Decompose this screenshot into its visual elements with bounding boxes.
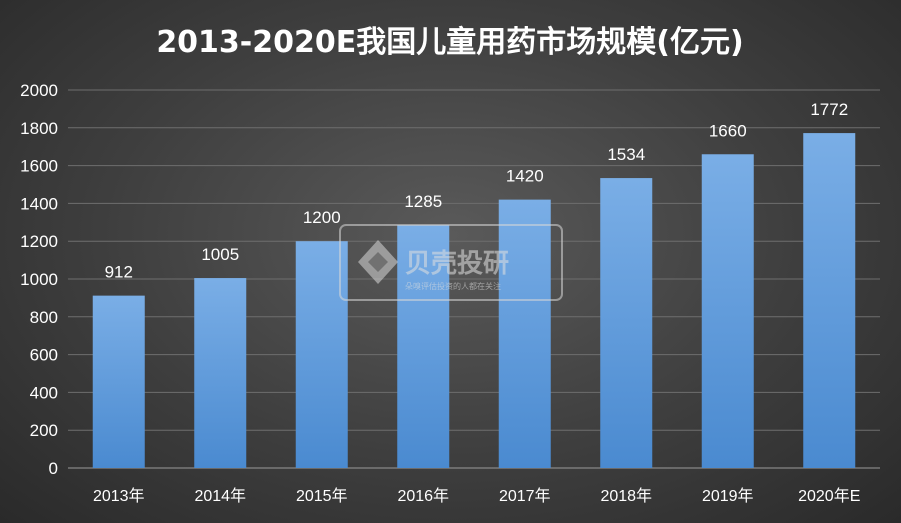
- y-tick-label: 400: [30, 383, 58, 402]
- bar: [194, 278, 247, 468]
- x-tick-label: 2020年E: [798, 487, 860, 505]
- bar: [92, 295, 145, 468]
- y-tick-label: 1200: [20, 232, 58, 251]
- watermark-tagline: 朵嗅评估投资的人都在关注: [405, 281, 501, 291]
- bar: [600, 178, 653, 468]
- watermark-logo-icon: [358, 240, 398, 284]
- y-tick-label: 0: [49, 459, 58, 478]
- data-label: 1772: [810, 100, 848, 119]
- data-label: 1420: [506, 167, 544, 186]
- bar: [498, 199, 551, 468]
- x-tick-label: 2018年: [600, 487, 652, 505]
- watermark-name: 贝壳投研: [405, 249, 509, 279]
- bar: [803, 133, 856, 469]
- y-tick-label: 800: [30, 308, 58, 327]
- y-tick-label: 1400: [20, 194, 58, 213]
- data-label: 1200: [303, 208, 341, 227]
- y-tick-label: 1000: [20, 270, 58, 289]
- x-tick-label: 2017年: [499, 487, 551, 505]
- chart-title: 2013-2020E我国儿童用药市场规模(亿元): [156, 25, 743, 60]
- x-tick-label: 2015年: [296, 487, 348, 505]
- data-label: 1534: [607, 145, 645, 164]
- y-tick-label: 2000: [20, 81, 58, 100]
- y-tick-label: 1800: [20, 119, 58, 138]
- x-tick-label: 2014年: [194, 487, 246, 505]
- x-axis-ticks: 2013年 2014年 2015年 2016年 2017年 2018年 2019年 2020年…: [93, 487, 860, 505]
- bars: [92, 133, 856, 469]
- x-tick-label: 2019年: [702, 487, 754, 505]
- x-tick-label: 2013年: [93, 487, 145, 505]
- data-label: 1660: [709, 121, 747, 140]
- data-label: 1285: [404, 192, 442, 211]
- data-label: 1005: [201, 245, 239, 264]
- data-labels: 912 1005 1200 1285 1420 1534 1660 1772: [105, 100, 849, 282]
- gridlines: [68, 89, 880, 469]
- y-axis-ticks: 0 200 400 600 800 1000 1200 1400 1600 1800 2000: [20, 81, 58, 478]
- bar: [701, 154, 754, 468]
- watermark: 贝壳投研 朵嗅评估投资的人都在关注: [339, 224, 563, 301]
- bar: [397, 225, 450, 468]
- y-tick-label: 200: [30, 421, 58, 440]
- data-label: 912: [105, 263, 133, 282]
- y-tick-label: 1600: [20, 157, 58, 176]
- x-tick-label: 2016年: [397, 487, 449, 505]
- y-tick-label: 600: [30, 346, 58, 365]
